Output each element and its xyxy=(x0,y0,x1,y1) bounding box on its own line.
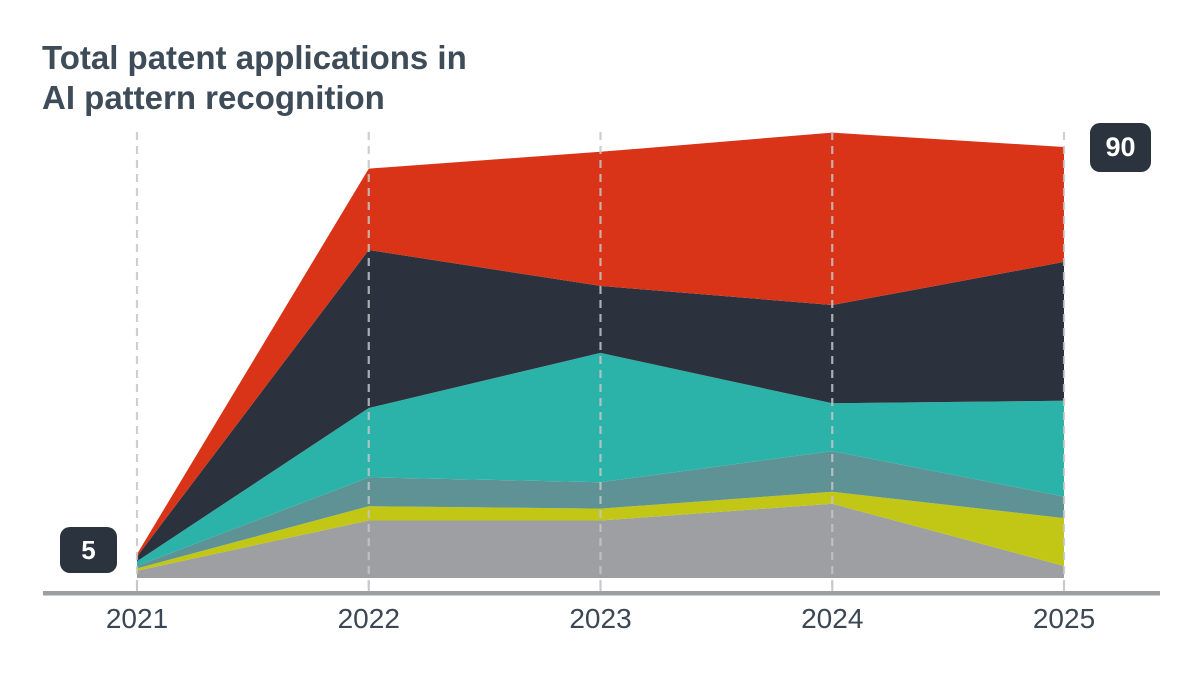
x-axis-label-2025: 2025 xyxy=(1032,603,1096,634)
area-red xyxy=(137,132,1064,557)
end-value-badge: 90 xyxy=(1090,123,1151,172)
chart-title-line1: Total patent applications in xyxy=(42,39,467,76)
chart-title-line2: AI pattern recognition xyxy=(42,79,385,116)
x-axis-label-2024: 2024 xyxy=(801,603,864,634)
year-gridlines-group xyxy=(135,132,1066,590)
area-teal-gray xyxy=(137,451,1064,569)
area-dark-charcoal xyxy=(137,250,1064,562)
x-axis-line xyxy=(43,591,1160,596)
x-axis-label-2021: 2021 xyxy=(105,603,169,634)
axis-ticks-group xyxy=(136,581,1065,591)
x-axis-label-2023: 2023 xyxy=(569,603,632,634)
chart-title: Total patent applications in AI pattern … xyxy=(42,38,467,118)
x-axis-label-2022: 2022 xyxy=(337,603,400,634)
start-value-badge: 5 xyxy=(60,527,117,573)
